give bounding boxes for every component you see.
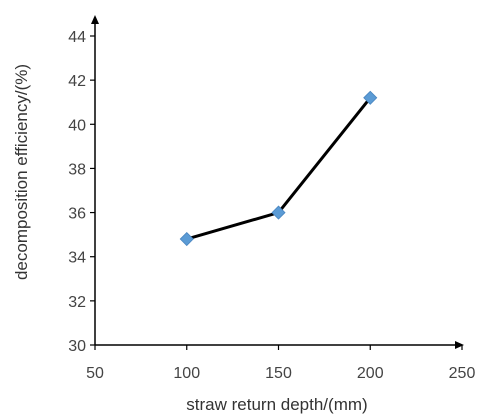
x-axis-arrow	[455, 341, 464, 349]
series-layer	[179, 90, 378, 247]
y-tick-label: 36	[68, 206, 86, 223]
y-tick-label: 44	[68, 29, 86, 46]
y-tick-label: 40	[68, 117, 86, 134]
data-point-marker	[363, 90, 378, 105]
y-tick-label: 38	[68, 161, 86, 178]
y-axis-label: decomposition efficiency/(%)	[12, 64, 31, 280]
axes	[91, 15, 464, 349]
x-axis-label: straw return depth/(mm)	[186, 395, 367, 414]
x-tick-label: 100	[173, 365, 200, 382]
data-point-marker	[179, 231, 194, 247]
y-tick-label: 32	[68, 294, 86, 311]
y-axis-arrow	[91, 15, 99, 24]
x-tick-label: 50	[86, 365, 104, 382]
y-tick-label: 34	[68, 250, 86, 267]
ticks: 30 32 34 36 38 40 42 44 50 100 150 200 250	[68, 29, 475, 382]
x-tick-label: 150	[265, 365, 292, 382]
x-tick-label: 200	[357, 365, 384, 382]
y-tick-label: 42	[68, 73, 86, 90]
y-tick-label: 30	[68, 338, 86, 355]
data-point-marker	[271, 205, 286, 220]
x-tick-label: 250	[449, 365, 476, 382]
